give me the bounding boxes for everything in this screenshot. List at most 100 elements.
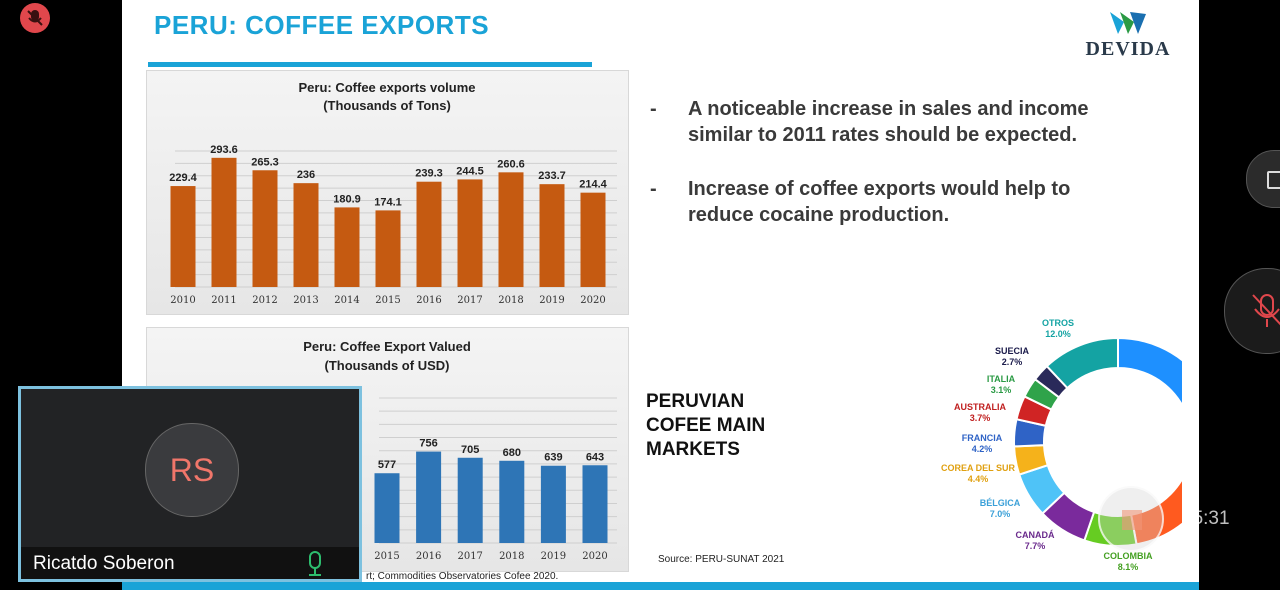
slide-title: PERU: COFFEE EXPORTS: [154, 10, 490, 40]
volume-bar-chart: Peru: Coffee exports volume (Thousands o…: [169, 80, 617, 306]
donut-slice: [1045, 336, 1119, 390]
slice-value: 7.7%: [1025, 541, 1046, 551]
data-label: 705: [461, 444, 479, 456]
category-label: 2019: [539, 295, 564, 306]
chart-bar: [416, 181, 442, 287]
chart-bar: [211, 157, 237, 287]
mute-indicator-icon[interactable]: [20, 3, 50, 33]
bullet-line: Increase of coffee exports would help to: [688, 178, 1071, 200]
slice-value: 8.1%: [1118, 562, 1139, 572]
category-label: 2017: [457, 551, 482, 562]
bullet-line: A noticeable increase in sales and incom…: [688, 98, 1089, 120]
value-chart-title: Peru: Coffee Export Valued: [303, 339, 471, 354]
logo-text: DEVIDA: [1085, 38, 1171, 60]
category-label: 2011: [211, 295, 236, 306]
data-label: 174.1: [374, 196, 402, 208]
screen-share-button[interactable]: [1246, 150, 1280, 208]
chart-bar: [416, 451, 442, 543]
category-label: 2016: [416, 295, 441, 306]
participant-name-bar: Ricatdo Soberon: [21, 547, 359, 579]
chart-bar: [457, 457, 483, 543]
category-label: 2018: [498, 295, 523, 306]
devida-logo-mark: [1110, 12, 1146, 34]
category-label: 2019: [541, 551, 566, 562]
presentation-slide: PERU: COFFEE EXPORTS DEVIDA Peru: Coffee…: [122, 0, 1199, 590]
data-label: 180.9: [333, 193, 361, 205]
data-label: 639: [544, 452, 562, 464]
chart-bar: [457, 179, 483, 287]
slice-value: 12.0%: [1045, 329, 1071, 339]
data-label: 680: [503, 447, 521, 459]
data-label: 233.7: [538, 170, 566, 182]
chart-bar: [293, 183, 319, 287]
donut-slice: [1117, 336, 1182, 407]
recording-timer: 05:31: [1182, 508, 1230, 529]
source-note: Source: PERU-SUNAT 2021: [658, 554, 785, 565]
title-underline: [148, 62, 592, 67]
slice-label: SUECIA: [995, 346, 1030, 356]
bullet-dash: -: [650, 98, 657, 120]
data-label: 756: [419, 438, 437, 450]
data-label: 293.6: [210, 144, 238, 156]
category-label: 2017: [457, 295, 482, 306]
bullet-line: reduce cocaine production.: [688, 204, 950, 226]
chart-bar: [252, 170, 278, 287]
slice-value: 7.0%: [990, 509, 1011, 519]
chart-bar: [334, 207, 360, 287]
chart-bar: [539, 184, 565, 287]
data-label: 260.6: [497, 158, 525, 170]
category-label: 2014: [334, 295, 359, 306]
data-label: 239.3: [415, 168, 443, 180]
chart-bar: [582, 465, 608, 543]
mic-off-icon: [1252, 294, 1280, 327]
mic-toggle-button[interactable]: [1224, 268, 1280, 354]
value-chart-subtitle: (Thousands of USD): [325, 358, 450, 373]
category-label: 2015: [374, 551, 399, 562]
stop-record-icon: [1122, 510, 1142, 530]
volume-chart-panel: Peru: Coffee exports volume (Thousands o…: [146, 70, 629, 315]
slice-label: CANADÁ: [1016, 530, 1055, 540]
slice-value: 4.2%: [972, 444, 993, 454]
chart-bar: [540, 465, 566, 543]
slice-value: 3.1%: [991, 385, 1012, 395]
source-note-partial: rt; Commodities Observatories Cofee 2020…: [366, 571, 559, 582]
chart-bar: [375, 210, 401, 287]
slice-label: FRANCIA: [962, 433, 1003, 443]
slice-value: 2.7%: [1002, 357, 1023, 367]
markets-heading-line: PERUVIAN: [646, 391, 745, 412]
slice-label: COREA DEL SUR: [941, 463, 1016, 473]
chart-bar: [499, 460, 525, 543]
slice-label: COLOMBIA: [1104, 551, 1153, 561]
value-bar-chart: Peru: Coffee Export Valued (Thousands of…: [303, 339, 617, 562]
participant-video-tile[interactable]: RS Ricatdo Soberon: [18, 386, 362, 582]
recording-control[interactable]: 05:31: [1098, 480, 1256, 558]
avatar: RS: [145, 423, 239, 517]
slice-label: BÉLGICA: [980, 498, 1021, 508]
data-label: 643: [586, 451, 604, 463]
data-label: 229.4: [169, 172, 197, 184]
devida-logo: DEVIDA: [1080, 6, 1176, 60]
category-label: 2020: [582, 551, 607, 562]
stop-record-button[interactable]: [1098, 486, 1164, 552]
slice-label: ITALIA: [987, 374, 1016, 384]
category-label: 2016: [416, 551, 441, 562]
category-label: 2018: [499, 551, 524, 562]
chart-bar: [374, 473, 400, 543]
volume-chart-title: Peru: Coffee exports volume: [299, 80, 476, 95]
data-label: 265.3: [251, 156, 279, 168]
chart-bar: [580, 192, 606, 287]
markets-heading-line: MARKETS: [646, 439, 740, 460]
markets-heading-line: COFEE MAIN: [646, 415, 766, 436]
category-label: 2010: [170, 295, 195, 306]
bullet-line: similar to 2011 rates should be expected…: [688, 124, 1078, 146]
category-label: 2012: [252, 295, 277, 306]
category-label: 2020: [580, 295, 605, 306]
data-label: 214.4: [579, 179, 607, 191]
data-label: 244.5: [456, 165, 484, 177]
data-label: 236: [297, 169, 315, 181]
bullet-dash: -: [650, 178, 657, 200]
markets-heading: PERUVIAN COFEE MAIN MARKETS: [646, 390, 806, 462]
category-label: 2013: [293, 295, 318, 306]
category-label: 2015: [375, 295, 400, 306]
slice-value: 4.4%: [968, 474, 989, 484]
